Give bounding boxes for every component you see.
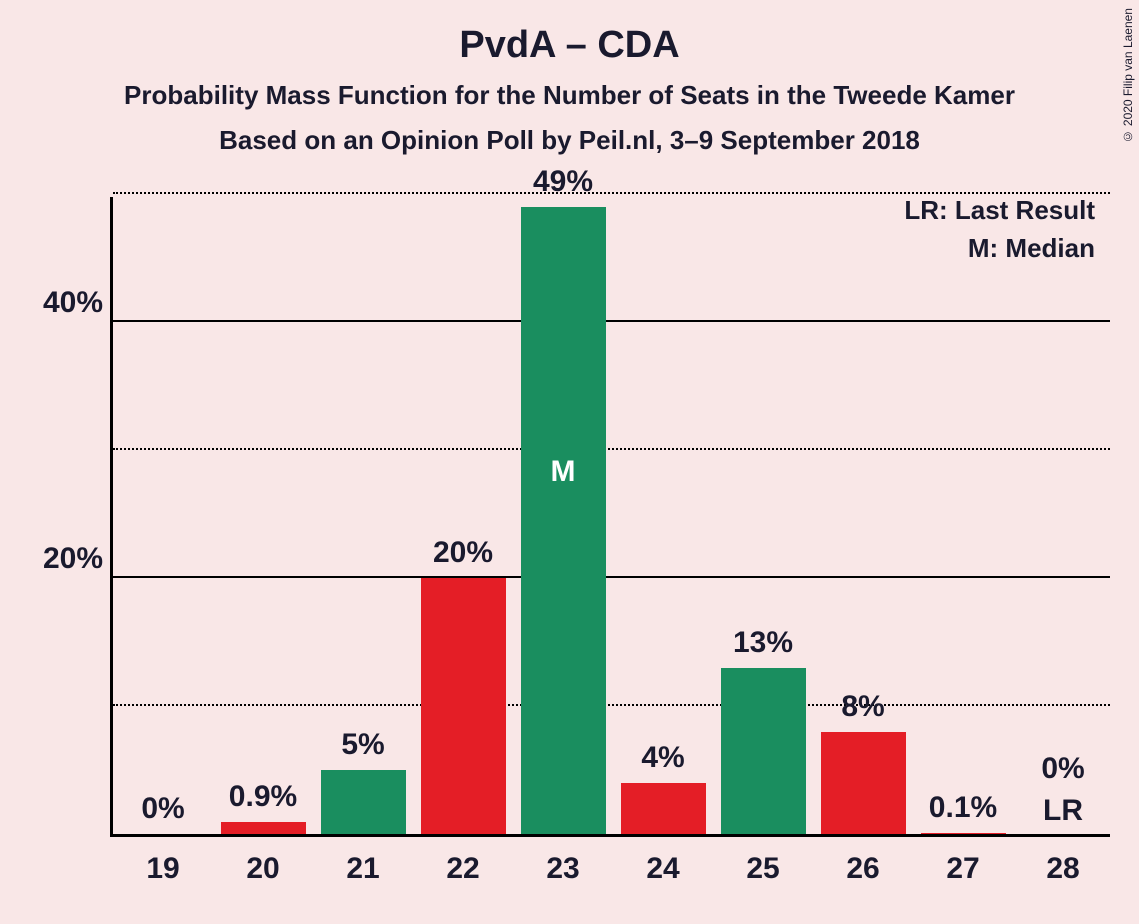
y-axis-label: 40% — [23, 286, 103, 320]
bar — [921, 833, 1006, 834]
x-axis-label: 24 — [613, 852, 713, 886]
bar-value-label: 49% — [513, 165, 613, 199]
x-axis-label: 22 — [413, 852, 513, 886]
bar-value-label: 4% — [613, 741, 713, 775]
plot-area: LR: Last Result M: Median 20%40%0%190.9%… — [110, 197, 1110, 837]
bar-value-label: 0.1% — [913, 791, 1013, 825]
bar-value-label: 5% — [313, 728, 413, 762]
bar — [721, 668, 806, 834]
x-axis-label: 20 — [213, 852, 313, 886]
bar — [621, 783, 706, 834]
gridline-major — [113, 576, 1110, 578]
chart-subtitle-2: Based on an Opinion Poll by Peil.nl, 3–9… — [0, 125, 1139, 156]
x-axis-label: 19 — [113, 852, 213, 886]
chart-subtitle-1: Probability Mass Function for the Number… — [0, 80, 1139, 111]
x-axis-label: 27 — [913, 852, 1013, 886]
x-axis-label: 23 — [513, 852, 613, 886]
bar-value-label: 0% — [113, 792, 213, 826]
x-axis-label: 25 — [713, 852, 813, 886]
bar — [421, 578, 506, 834]
chart-container: PvdA – CDA Probability Mass Function for… — [0, 0, 1139, 924]
gridline-minor — [113, 704, 1110, 706]
y-axis-label: 20% — [23, 542, 103, 576]
bar — [321, 770, 406, 834]
bar-value-label: 0% — [1013, 752, 1113, 786]
bar-value-label: 8% — [813, 690, 913, 724]
median-marker: M — [551, 455, 576, 489]
copyright-text: © 2020 Filip van Laenen — [1121, 8, 1135, 143]
chart-title: PvdA – CDA — [0, 24, 1139, 67]
bar-value-label: 0.9% — [213, 780, 313, 814]
legend-last-result: LR: Last Result — [904, 195, 1095, 226]
x-axis-label: 21 — [313, 852, 413, 886]
last-result-marker: LR — [1043, 794, 1083, 828]
gridline-major — [113, 320, 1110, 322]
legend-median: M: Median — [968, 233, 1095, 264]
x-axis-label: 26 — [813, 852, 913, 886]
bar-value-label: 13% — [713, 626, 813, 660]
bar — [821, 732, 906, 834]
gridline-minor — [113, 448, 1110, 450]
bar-value-label: 20% — [413, 536, 513, 570]
bar — [221, 822, 306, 834]
bar — [521, 207, 606, 834]
x-axis-label: 28 — [1013, 852, 1113, 886]
